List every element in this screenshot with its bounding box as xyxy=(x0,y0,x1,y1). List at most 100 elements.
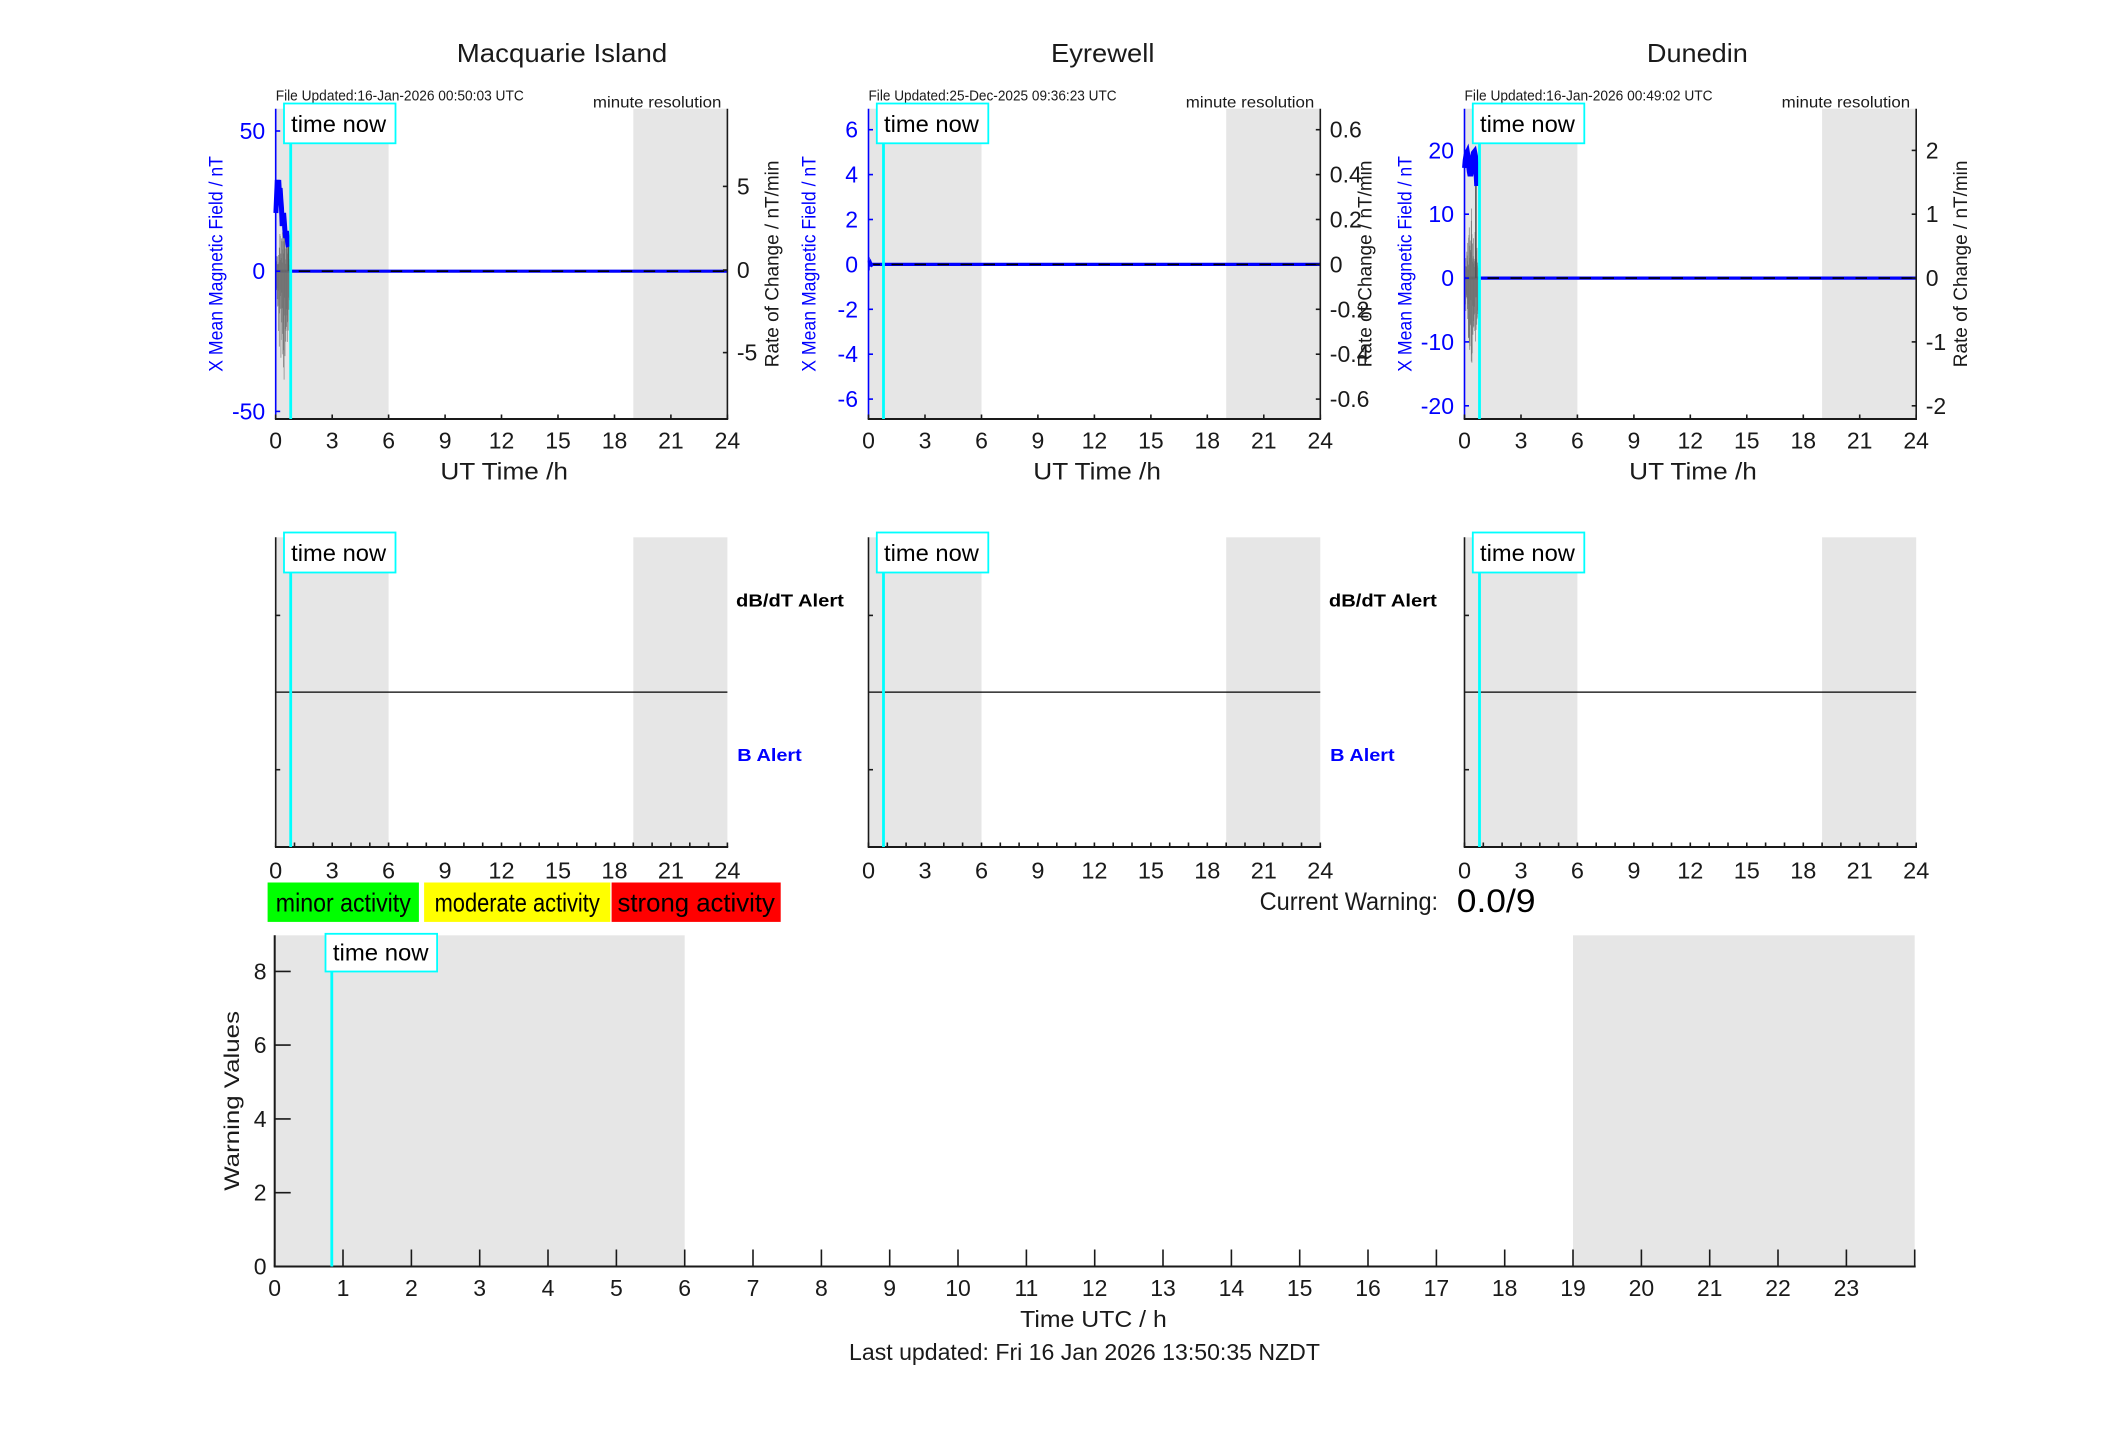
svg-text:dB/dT Alert: dB/dT Alert xyxy=(1329,591,1437,611)
svg-text:-4: -4 xyxy=(838,341,859,367)
svg-text:Macquarie Island: Macquarie Island xyxy=(457,38,667,68)
svg-text:time now: time now xyxy=(884,111,979,137)
svg-text:12: 12 xyxy=(1082,428,1108,454)
svg-text:Current Warning:: Current Warning: xyxy=(1260,888,1439,916)
svg-text:3: 3 xyxy=(1514,858,1527,884)
svg-text:Time UTC / h: Time UTC / h xyxy=(1020,1306,1167,1332)
svg-text:10: 10 xyxy=(945,1275,971,1301)
svg-text:time now: time now xyxy=(333,939,429,965)
svg-text:0: 0 xyxy=(254,1254,267,1280)
svg-text:5: 5 xyxy=(737,173,750,199)
svg-text:24: 24 xyxy=(1903,858,1929,884)
svg-text:0: 0 xyxy=(862,858,875,884)
svg-text:22: 22 xyxy=(1765,1275,1791,1301)
svg-text:8: 8 xyxy=(254,958,267,984)
svg-text:-1: -1 xyxy=(1926,329,1946,355)
svg-text:2: 2 xyxy=(1926,137,1939,163)
svg-text:3: 3 xyxy=(918,858,931,884)
svg-text:3: 3 xyxy=(326,858,339,884)
svg-text:UT Time /h: UT Time /h xyxy=(1033,458,1161,485)
svg-text:-0.6: -0.6 xyxy=(1330,386,1370,412)
svg-text:6: 6 xyxy=(382,858,395,884)
svg-text:6: 6 xyxy=(845,117,858,143)
svg-text:0: 0 xyxy=(845,251,858,277)
svg-text:12: 12 xyxy=(1081,858,1107,884)
svg-text:0: 0 xyxy=(1458,428,1471,454)
svg-text:-0.2: -0.2 xyxy=(1330,296,1370,322)
svg-text:18: 18 xyxy=(1791,428,1817,454)
svg-text:UT Time /h: UT Time /h xyxy=(440,458,568,485)
svg-text:B Alert: B Alert xyxy=(1330,745,1395,765)
svg-text:13: 13 xyxy=(1150,1275,1176,1301)
svg-text:time now: time now xyxy=(291,111,386,137)
svg-text:0: 0 xyxy=(268,1275,281,1301)
svg-text:24: 24 xyxy=(715,428,741,454)
svg-text:3: 3 xyxy=(473,1275,486,1301)
svg-text:0.2: 0.2 xyxy=(1330,207,1362,233)
svg-text:24: 24 xyxy=(1903,428,1929,454)
svg-text:9: 9 xyxy=(1627,858,1640,884)
svg-text:File Updated:16-Jan-2026 00:49: File Updated:16-Jan-2026 00:49:02 UTC xyxy=(1465,88,1713,104)
svg-text:12: 12 xyxy=(1082,1275,1108,1301)
svg-text:7: 7 xyxy=(747,1275,760,1301)
svg-text:18: 18 xyxy=(601,858,627,884)
svg-text:1: 1 xyxy=(337,1275,350,1301)
svg-text:3: 3 xyxy=(919,428,932,454)
svg-text:-6: -6 xyxy=(838,386,858,412)
svg-text:dB/dT Alert: dB/dT Alert xyxy=(736,591,844,611)
svg-text:9: 9 xyxy=(439,428,452,454)
svg-text:18: 18 xyxy=(1195,428,1221,454)
svg-text:0: 0 xyxy=(252,258,265,284)
svg-text:0: 0 xyxy=(269,428,282,454)
svg-text:12: 12 xyxy=(1678,428,1704,454)
svg-text:4: 4 xyxy=(542,1275,555,1301)
svg-text:20: 20 xyxy=(1629,1275,1655,1301)
svg-text:15: 15 xyxy=(1138,428,1164,454)
svg-text:moderate activity: moderate activity xyxy=(435,888,600,918)
svg-text:File Updated:25-Dec-2025 09:36: File Updated:25-Dec-2025 09:36:23 UTC xyxy=(869,88,1117,104)
svg-text:9: 9 xyxy=(439,858,452,884)
svg-text:0: 0 xyxy=(1458,858,1471,884)
svg-text:9: 9 xyxy=(883,1275,896,1301)
svg-text:4: 4 xyxy=(845,162,858,188)
svg-text:21: 21 xyxy=(1697,1275,1723,1301)
svg-text:6: 6 xyxy=(254,1032,267,1058)
svg-text:23: 23 xyxy=(1834,1275,1860,1301)
svg-text:15: 15 xyxy=(1734,428,1760,454)
svg-text:time now: time now xyxy=(291,540,386,566)
svg-text:18: 18 xyxy=(1790,858,1816,884)
svg-text:11: 11 xyxy=(1014,1275,1038,1301)
svg-text:0.4: 0.4 xyxy=(1330,162,1362,188)
svg-text:12: 12 xyxy=(489,428,515,454)
svg-text:14: 14 xyxy=(1219,1275,1245,1301)
svg-text:6: 6 xyxy=(678,1275,691,1301)
svg-text:6: 6 xyxy=(1571,858,1584,884)
svg-text:UT Time /h: UT Time /h xyxy=(1629,458,1757,485)
svg-text:21: 21 xyxy=(1251,428,1277,454)
svg-text:15: 15 xyxy=(545,428,571,454)
svg-text:3: 3 xyxy=(326,428,339,454)
svg-text:21: 21 xyxy=(658,858,684,884)
svg-text:0: 0 xyxy=(737,257,750,283)
svg-text:Rate of Change / nT/min: Rate of Change / nT/min xyxy=(1951,161,1972,368)
svg-text:21: 21 xyxy=(1847,858,1873,884)
svg-text:minute resolution: minute resolution xyxy=(1186,95,1315,112)
svg-text:9: 9 xyxy=(1032,428,1045,454)
svg-text:Rate of Change / nT/min: Rate of Change / nT/min xyxy=(1355,161,1376,368)
svg-text:-5: -5 xyxy=(737,340,757,366)
svg-text:18: 18 xyxy=(1194,858,1220,884)
svg-text:24: 24 xyxy=(1307,858,1333,884)
svg-text:0.0/9: 0.0/9 xyxy=(1457,883,1536,919)
svg-text:time now: time now xyxy=(1480,111,1575,137)
svg-text:0: 0 xyxy=(1926,265,1939,291)
svg-text:24: 24 xyxy=(1308,428,1334,454)
svg-text:2: 2 xyxy=(405,1275,418,1301)
svg-text:0: 0 xyxy=(1441,265,1454,291)
svg-text:Warning Values: Warning Values xyxy=(221,1011,244,1191)
svg-text:2: 2 xyxy=(254,1180,267,1206)
svg-text:15: 15 xyxy=(545,858,571,884)
svg-text:10: 10 xyxy=(1428,201,1454,227)
svg-text:9: 9 xyxy=(1628,428,1641,454)
svg-text:Dunedin: Dunedin xyxy=(1647,38,1748,68)
svg-text:12: 12 xyxy=(1677,858,1703,884)
